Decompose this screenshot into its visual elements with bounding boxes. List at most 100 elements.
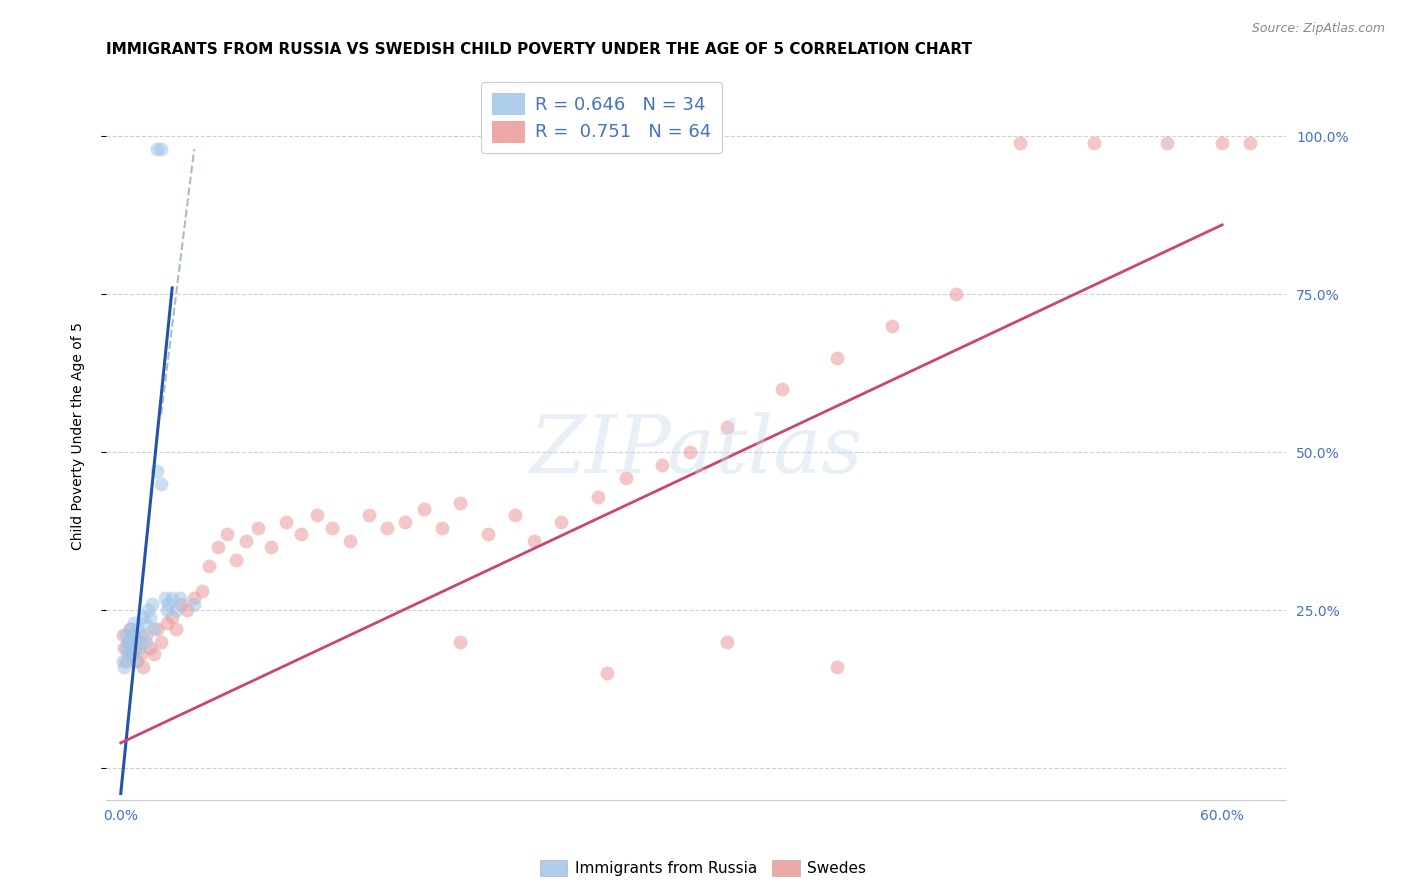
Point [1239,136,1261,150]
Point [825,351,848,365]
Point [157,597,180,611]
Point [716,635,738,649]
Point [1156,136,1178,150]
Point [146,464,169,478]
Point [135,635,157,649]
Point [430,521,453,535]
Point [505,508,527,523]
Point [146,622,169,636]
Point [124,654,146,668]
Point [160,609,183,624]
Point [115,654,138,668]
Text: ZIPatlas: ZIPatlas [530,412,863,490]
Point [150,142,173,156]
Point [183,591,205,605]
Point [122,628,145,642]
Point [111,654,134,668]
Point [247,521,270,535]
Point [142,648,165,662]
Point [945,287,967,301]
Point [716,420,738,434]
Point [128,641,150,656]
Point [127,622,149,636]
Point [679,445,702,459]
Point [156,603,179,617]
Point [128,635,150,649]
Point [121,648,143,662]
Point [357,508,380,523]
Point [165,622,187,636]
Point [129,648,152,662]
Point [121,635,143,649]
Point [614,470,637,484]
Point [139,609,162,624]
Point [132,660,155,674]
Point [118,622,141,636]
Point [477,527,499,541]
Point [651,458,673,472]
Point [260,540,283,554]
Point [118,641,141,656]
Point [394,515,416,529]
Point [198,559,221,574]
Point [1083,136,1105,150]
Point [114,641,136,656]
Text: IMMIGRANTS FROM RUSSIA VS SWEDISH CHILD POVERTY UNDER THE AGE OF 5 CORRELATION C: IMMIGRANTS FROM RUSSIA VS SWEDISH CHILD … [105,42,972,57]
Point [235,533,257,548]
Point [770,382,793,396]
Point [274,515,297,529]
Point [115,641,138,656]
Point [339,533,361,548]
Point [190,584,212,599]
Point [160,591,183,605]
Point [165,603,187,617]
Point [111,628,134,642]
Point [122,628,145,642]
Point [586,490,609,504]
Point [118,622,141,636]
Point [225,552,247,566]
Point [449,496,471,510]
Point [523,533,546,548]
Text: Source: ZipAtlas.com: Source: ZipAtlas.com [1251,22,1385,36]
Point [156,615,179,630]
Point [449,635,471,649]
Point [146,142,169,156]
Y-axis label: Child Poverty Under the Age of 5: Child Poverty Under the Age of 5 [72,323,86,550]
Point [132,609,155,624]
Point [115,628,138,642]
Point [207,540,229,554]
Point [114,660,136,674]
Legend: Immigrants from Russia, Swedes: Immigrants from Russia, Swedes [533,855,873,882]
Point [217,527,239,541]
Point [122,615,145,630]
Point [290,527,312,541]
Point [142,622,165,636]
Point [124,641,146,656]
Point [153,591,176,605]
Point [117,648,139,662]
Point [183,597,205,611]
Point [550,515,572,529]
Point [129,628,152,642]
Point [150,476,173,491]
Point [596,666,619,681]
Point [141,597,163,611]
Legend: R = 0.646   N = 34, R =  0.751   N = 64: R = 0.646 N = 34, R = 0.751 N = 64 [481,82,723,153]
Point [321,521,343,535]
Point [307,508,329,523]
Point [1211,136,1233,150]
Point [139,641,162,656]
Point [117,635,139,649]
Point [176,603,198,617]
Point [880,318,903,333]
Point [127,654,149,668]
Point [150,635,173,649]
Point [412,502,434,516]
Point [136,603,159,617]
Point [117,635,139,649]
Point [825,660,848,674]
Point [1010,136,1032,150]
Point [169,591,191,605]
Point [375,521,398,535]
